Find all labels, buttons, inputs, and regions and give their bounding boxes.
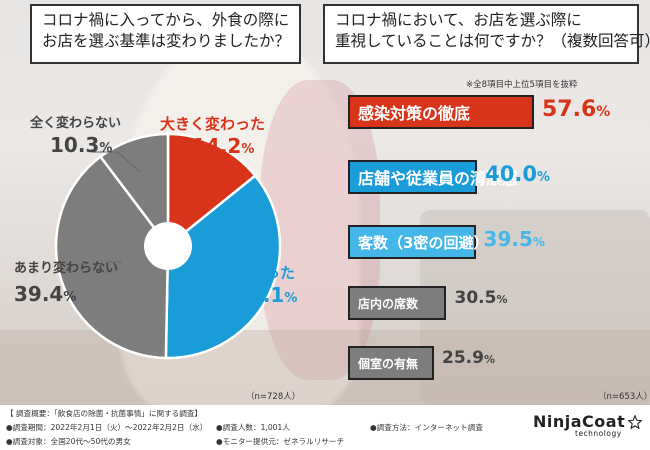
pie-label-large-change: 大きく変わった 14.2%	[160, 113, 265, 158]
question-2-line-2: 重視していることは何ですか？（複数回答可）	[335, 32, 650, 50]
pie-chart	[54, 132, 282, 360]
pie-label-large-change-value: 14.2%	[192, 134, 255, 158]
pie-label-some-change: 多少変わった 36.1%	[205, 262, 297, 307]
pie-sample-size: （n=728人）	[246, 392, 301, 402]
question-1-line-2: お店を選ぶ基準は変わりましたか？	[42, 32, 291, 50]
logo: NinjaCoat technology	[533, 412, 643, 438]
bar-label-private-room: 個室の有無	[358, 356, 419, 371]
pie-label-no-change-value: 10.3%	[50, 133, 113, 157]
pie-center-hole	[144, 222, 192, 270]
pie-slice-little-change	[54, 154, 170, 360]
bar-label-cleanliness: 店舗や従業員の清潔感	[358, 169, 519, 188]
bar-label-seat-count: 店内の席数	[358, 296, 419, 311]
bar-crowd-avoidance: 客数（3密の回避）	[348, 225, 488, 259]
bg-counter-shape	[0, 330, 650, 405]
pie-slice-some-change	[164, 173, 282, 360]
bar-seat-count: 店内の席数	[348, 286, 447, 320]
question-1-line-1: コロナ禍に入ってから、外食の際に	[42, 11, 290, 29]
survey-title: 【 調査概要：「飲食店の除菌・抗菌事情」に関する調査】	[6, 409, 203, 418]
items-note: ※全8項目中上位5項目を抜粋	[466, 80, 578, 90]
survey-provider: ●モニター提供元：ゼネラルリサーチ	[216, 437, 345, 446]
bar-value-crowd-avoidance: 39.5%	[483, 227, 545, 251]
survey-method: ●調査方法：インターネット調査	[370, 423, 483, 432]
pie-slice-no-change	[98, 132, 170, 250]
star-icon	[628, 414, 643, 429]
question-2-box: コロナ禍において、お店を選ぶ際に 重視していることは何ですか？（複数回答可）	[323, 4, 650, 64]
pie-slice-large-change	[166, 132, 257, 249]
pie-label-some-change-value: 36.1%	[235, 283, 298, 307]
bar-label-infection-control: 感染対策の徹底	[358, 104, 471, 123]
pie-label-little-change-value: 39.4%	[14, 282, 77, 306]
bar-value-cleanliness: 40.0%	[485, 162, 551, 186]
bar-value-seat-count: 30.5%	[454, 288, 508, 308]
bar-private-room: 個室の有無	[348, 346, 434, 380]
footer: 【 調査概要：「飲食店の除菌・抗菌事情」に関する調査】 ●調査期間：2022年2…	[0, 405, 650, 450]
bar-value-private-room: 25.9%	[442, 348, 495, 368]
logo-subtext: technology	[575, 429, 622, 438]
bar-sample-size: （n=653人）	[598, 392, 650, 402]
question-2-line-1: コロナ禍において、お店を選ぶ際に	[335, 11, 582, 29]
pie-label-some-change-category: 多少変わった	[205, 264, 296, 282]
pie-label-no-change: 全く変わらない 10.3%	[30, 112, 121, 157]
logo-text: NinjaCoat	[533, 412, 626, 431]
bar-infection-control: 感染対策の徹底	[348, 95, 534, 129]
bar-value-infection-control: 57.6%	[542, 97, 611, 122]
background-photo	[0, 0, 650, 405]
pie-label-large-change-category: 大きく変わった	[160, 115, 266, 133]
bar-label-crowd-avoidance: 客数（3密の回避）	[358, 233, 489, 252]
question-1-box: コロナ禍に入ってから、外食の際に お店を選ぶ基準は変わりましたか？	[30, 4, 301, 64]
survey-period: ●調査期間：2022年2月1日（火）〜2022年2月2日（水）	[6, 423, 208, 432]
pie-label-little-change: あまり変わらない 39.4%	[14, 257, 118, 306]
pie-label-little-change-category: あまり変わらない	[14, 261, 119, 276]
survey-target: ●調査対象：全国20代〜50代の男女	[6, 437, 131, 446]
pie-label-no-change-category: 全く変わらない	[30, 116, 122, 131]
survey-people: ●調査人数：1,001人	[216, 423, 290, 432]
bar-cleanliness: 店舗や従業員の清潔感	[348, 160, 518, 194]
leader-line-no-change	[92, 151, 141, 173]
